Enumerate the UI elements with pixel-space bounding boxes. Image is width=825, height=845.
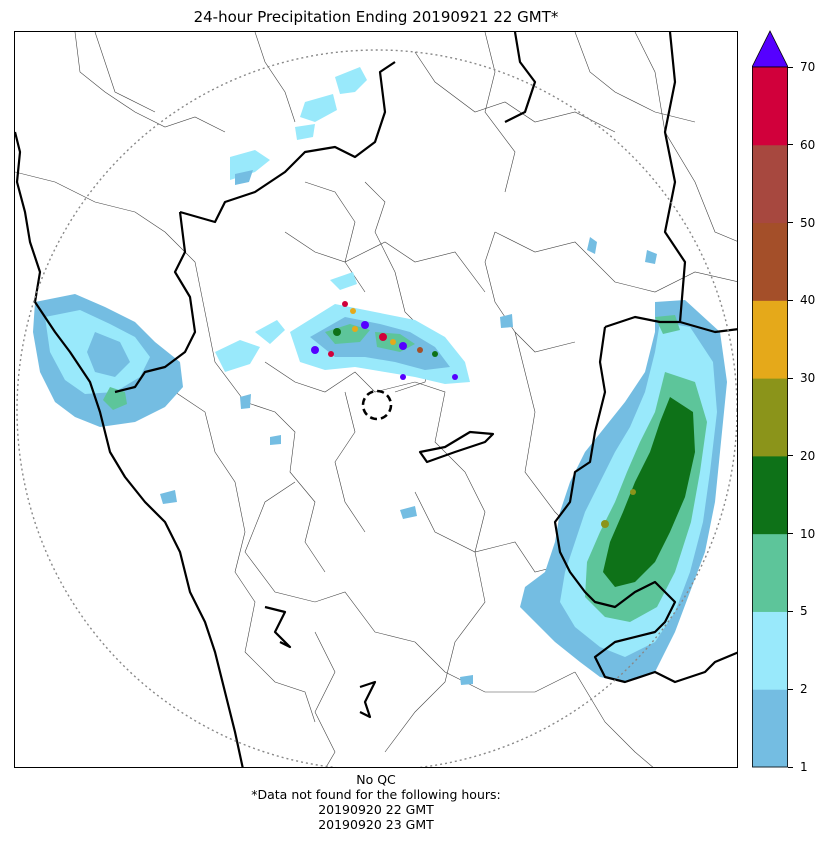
precip-north	[160, 67, 657, 685]
radar-site-marker	[361, 389, 393, 421]
map-canvas	[15, 32, 737, 767]
colorbar-tick-label: 50	[800, 215, 816, 230]
colorbar-tick-label: 40	[800, 293, 816, 308]
missing-hour: 20190920 23 GMT	[318, 817, 434, 832]
radar-range-ring	[16, 49, 737, 767]
colorbar-tick-mark	[788, 688, 793, 690]
footer: No QC *Data not found for the following …	[14, 772, 738, 832]
country-borders	[15, 32, 737, 767]
colorbar-tick-mark	[788, 222, 793, 224]
colorbar-segment	[752, 67, 788, 146]
colorbar-frame	[752, 66, 788, 768]
colorbar	[752, 30, 788, 768]
colorbar-tick-label: 5	[800, 604, 808, 619]
chart-title: 24-hour Precipitation Ending 20190921 22…	[193, 8, 559, 26]
colorbar-segment	[752, 611, 788, 690]
colorbar-segment	[752, 300, 788, 379]
colorbar-segment	[752, 689, 788, 768]
colorbar-tick-label: 30	[800, 371, 816, 386]
missing-data-note: *Data not found for the following hours:	[251, 787, 501, 802]
precip-central	[290, 301, 470, 384]
colorbar-tick-label: 20	[800, 448, 816, 463]
precip-west	[33, 294, 183, 427]
colorbar-tick-mark	[788, 377, 793, 379]
colorbar-tick-label: 2	[800, 682, 808, 697]
county-borders	[15, 32, 737, 767]
colorbar-tick-label: 1	[800, 760, 808, 774]
colorbar-tick-mark	[788, 299, 793, 301]
missing-hour: 20190920 22 GMT	[318, 802, 434, 817]
colorbar-tick-mark	[788, 766, 793, 768]
precipitation-map[interactable]	[14, 31, 738, 768]
colorbar-tick-mark	[788, 144, 793, 146]
colorbar-extend	[752, 30, 788, 68]
colorbar-tick-mark	[788, 455, 793, 457]
colorbar-tick-label: 70	[800, 60, 816, 74]
colorbar-tick-mark	[788, 610, 793, 612]
colorbar-tick-label: 60	[800, 137, 816, 152]
precip-east	[520, 300, 727, 682]
colorbar-tick-label: 10	[800, 526, 816, 541]
colorbar-segment	[752, 533, 788, 612]
colorbar-tick-mark	[788, 533, 793, 535]
qc-status: No QC	[356, 772, 396, 787]
colorbar-segment	[752, 455, 788, 535]
colorbar-segment	[752, 144, 788, 224]
colorbar-segment	[752, 222, 788, 301]
colorbar-tick-mark	[788, 66, 793, 68]
colorbar-segment	[752, 378, 788, 457]
